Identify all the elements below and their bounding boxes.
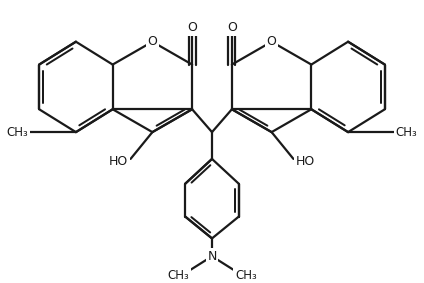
Text: N: N	[207, 250, 217, 263]
Text: HO: HO	[296, 155, 315, 168]
Text: CH₃: CH₃	[6, 126, 28, 139]
Text: O: O	[267, 35, 276, 48]
Text: HO: HO	[109, 155, 128, 168]
Text: CH₃: CH₃	[235, 269, 257, 282]
Text: O: O	[227, 21, 237, 34]
Text: O: O	[148, 35, 157, 48]
Text: CH₃: CH₃	[396, 126, 418, 139]
Text: O: O	[187, 21, 197, 34]
Text: CH₃: CH₃	[167, 269, 189, 282]
